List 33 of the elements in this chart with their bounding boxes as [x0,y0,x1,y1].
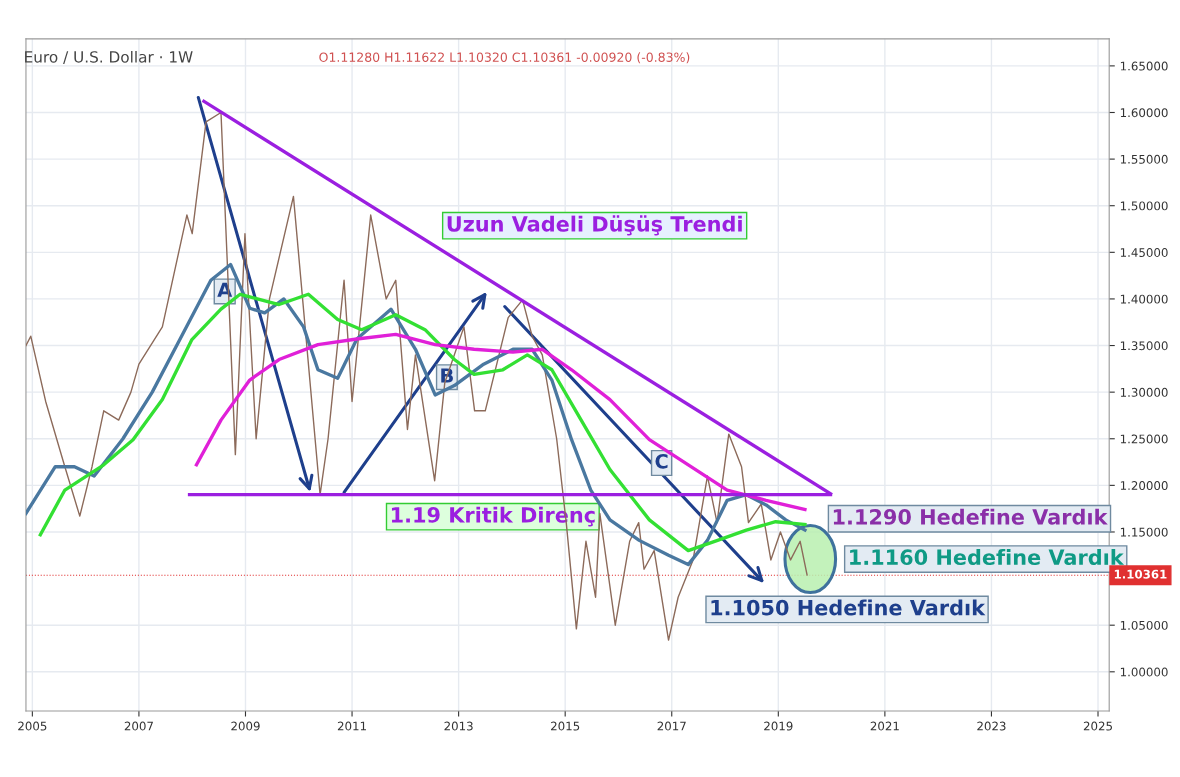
y-tick-label: 1.05000 [1120,620,1168,630]
annotation: 1.1290 Hedefine Vardık [833,508,1108,525]
y-tick-label: 1.25000 [1120,434,1168,444]
y-tick-label: 1.65000 [1120,61,1168,71]
text: O1.11280 H1.11622 L1.10320 C1.10361 -0.00920 (-0.83%) [319,52,690,64]
annotation: 1.1050 Hedefine Vardık [711,599,986,616]
x-tick-label: 2007 [124,721,153,731]
y-tick-label: 1.50000 [1120,201,1168,211]
x-tick-label: 2019 [764,721,793,731]
x-tick-label: 2017 [657,721,686,731]
y-tick-label: 1.40000 [1120,294,1168,304]
ref-line-label: 1.10361 [1114,569,1167,579]
y-tick-label: 1.55000 [1120,154,1168,164]
x-tick-label: 2013 [444,721,473,731]
annotation: 1.1160 Hedefine Vardık [850,548,1125,566]
y-tick-label: 1.15000 [1120,527,1168,537]
x-tick-label: 2025 [1083,721,1112,731]
x-tick-label: 2023 [977,721,1006,731]
x-tick-label: 2009 [231,721,260,731]
y-tick-label: 1.20000 [1120,481,1168,491]
x-tick-label: 2005 [18,721,47,731]
annotation: Uzun Vadeli Düşüş Trendi [447,215,742,236]
x-tick-label: 2011 [337,721,366,731]
annotation: 1.19 Kritik Direnç [391,506,595,527]
text: Euro / U.S. Dollar · 1W [25,50,193,64]
annotation: C [655,453,668,469]
y-tick-label: 1.35000 [1120,341,1168,351]
y-tick-label: 1.60000 [1120,108,1168,118]
y-tick-label: 1.00000 [1120,667,1168,677]
x-tick-label: 2015 [551,721,580,731]
x-tick-label: 2021 [870,721,899,731]
y-tick-label: 1.30000 [1120,387,1168,397]
y-tick-label: 1.45000 [1120,248,1168,257]
